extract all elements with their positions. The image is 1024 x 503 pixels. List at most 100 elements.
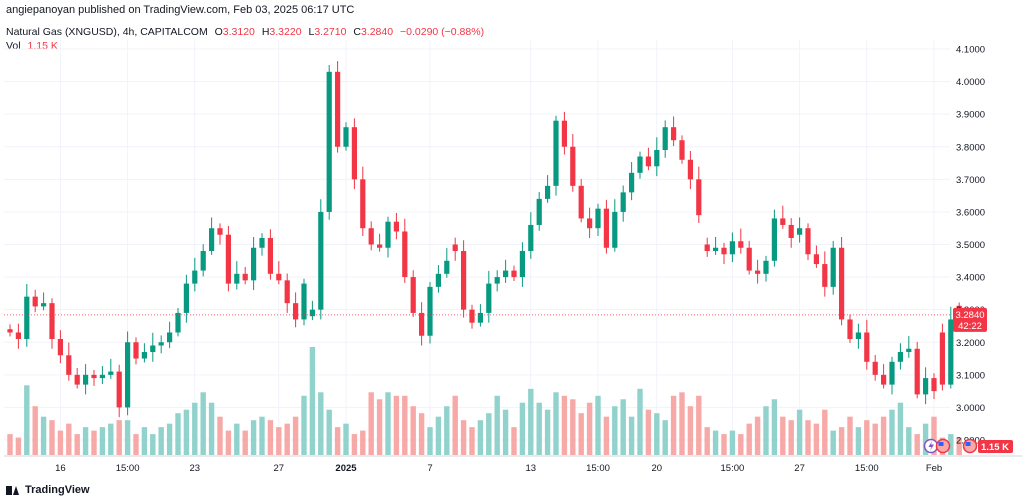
volume-bar [628, 416, 635, 455]
candle-body [847, 319, 853, 339]
candle-body [662, 127, 668, 151]
candle-body [503, 270, 509, 278]
time-tick-label: 15:00 [721, 463, 745, 474]
price-tick-label: 4.1000 [956, 45, 985, 56]
high-value: 3.3220 [269, 26, 302, 38]
candle-body [167, 332, 173, 343]
volume-bar [192, 402, 198, 455]
symbol-name[interactable]: Natural Gas (XNGUSD), 4h, CAPITALCOM [6, 26, 208, 38]
volume-bar [326, 409, 332, 455]
change-value: −0.0290 (−0.88%) [400, 26, 485, 38]
candle-body [477, 312, 483, 323]
volume-bar [469, 427, 475, 455]
volume-bar [351, 434, 358, 455]
volume-bar [847, 416, 853, 455]
volume-bar [637, 388, 643, 455]
candle-body [452, 244, 458, 252]
volume-bar [813, 423, 820, 455]
volume-bar [452, 395, 458, 455]
low-value: 3.2710 [314, 26, 347, 38]
volume-bar [318, 392, 324, 455]
footer-brand[interactable]: TradingView [6, 484, 90, 496]
last-price-label: 3.2840 [955, 310, 984, 321]
volume-bar [704, 427, 710, 455]
volume-bar [603, 416, 610, 455]
candle-body [637, 156, 643, 173]
candle-body [284, 280, 290, 304]
candle-body [108, 371, 114, 375]
candle-body [729, 241, 735, 255]
volume-bar [536, 402, 542, 455]
open-value: 3.3120 [222, 26, 255, 38]
volume-bar [721, 434, 727, 455]
symbol-legend: Natural Gas (XNGUSD), 4h, CAPITALCOM O3.… [6, 25, 484, 53]
candle-body [99, 374, 105, 379]
candle-body [671, 127, 677, 141]
volume-bar [133, 434, 139, 455]
candle-body [654, 150, 660, 167]
volume-bar [511, 427, 517, 455]
candle-body [511, 270, 517, 278]
price-chart[interactable]: 4.1000 4.0000 3.9000 3.8000 3.7000 3.6000 3.50… [0, 0, 1024, 480]
candle-body [645, 156, 651, 167]
volume-bar [200, 392, 206, 455]
candle-body [587, 218, 593, 229]
volume-bar [57, 430, 64, 455]
ohlc-row: Natural Gas (XNGUSD), 4h, CAPITALCOM O3.… [6, 25, 484, 39]
candle-body [813, 254, 819, 265]
volume-badge [978, 440, 1013, 453]
volume-bar [234, 423, 240, 455]
candle-body [561, 120, 567, 147]
candle-body [746, 247, 752, 271]
candle-body [763, 260, 769, 274]
time-axis: 16 15:00 23 27 2025 7 13 15:00 20 15:00 27 15:00 Feb [4, 455, 1022, 474]
candle-body [217, 228, 223, 235]
volume-bar [805, 420, 811, 455]
volume-bar [66, 423, 72, 455]
volume-bar [284, 423, 290, 455]
candles [7, 61, 962, 418]
volume-bar [830, 430, 836, 455]
candle-body [74, 374, 80, 385]
time-tick-label: 13 [526, 463, 537, 474]
volume-bar [217, 416, 223, 455]
candle-body [251, 247, 257, 281]
volume-bar [586, 402, 593, 455]
candle-body [603, 208, 609, 248]
volume-bar [49, 420, 55, 455]
volume-bar [620, 399, 626, 455]
volume-bar [158, 427, 164, 455]
candle-body [360, 179, 366, 229]
volume-bar [561, 395, 568, 455]
candle-body [402, 231, 408, 278]
candle-body [755, 270, 761, 274]
candle-body [200, 251, 206, 271]
candle-body [175, 312, 181, 333]
candle-body [469, 309, 475, 323]
volume-bar [544, 409, 551, 455]
candle-body [771, 218, 777, 261]
candle-body [234, 273, 240, 284]
volume-bar [696, 395, 702, 455]
candle-body [326, 71, 332, 212]
volume-bar [528, 388, 534, 455]
volume-bar [738, 434, 744, 455]
volume-bar [99, 427, 106, 455]
volume-bar [175, 413, 181, 455]
price-tick-label: 3.1000 [956, 370, 985, 381]
candle-body [897, 352, 903, 362]
volume-bar [124, 420, 131, 455]
candle-body [461, 251, 467, 310]
volume-bar [864, 420, 870, 455]
time-tick-label: Feb [926, 463, 942, 474]
candle-body [66, 355, 72, 375]
volume-bars [7, 347, 962, 455]
candle-body [788, 224, 794, 238]
candle-body [301, 283, 307, 320]
volume-bar [780, 416, 786, 455]
candle-body [225, 234, 231, 284]
candle-body [939, 332, 945, 385]
volume-bar [906, 427, 912, 455]
volume-bar [872, 423, 878, 455]
volume-bar [301, 395, 307, 455]
